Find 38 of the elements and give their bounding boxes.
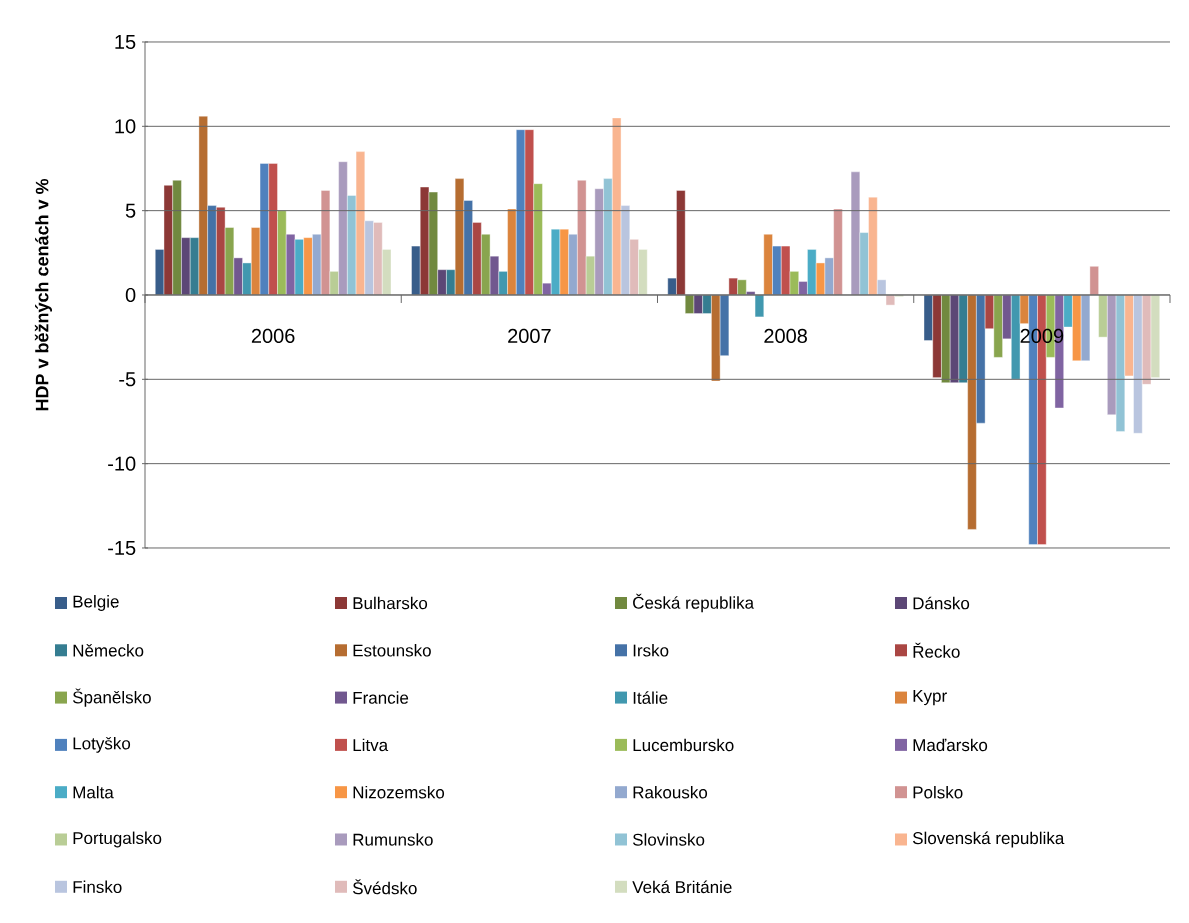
x-tick-label: 2008 [764,328,807,344]
legend-label: Estounsko [353,644,431,657]
y-tick-label: -10 [108,456,136,471]
legend-label: Finsko [73,880,122,894]
legend-label: Německo [73,644,144,657]
legend-label: Irsko [633,644,669,657]
legend-label: Slovenská republika [912,831,1065,848]
y-tick-label: -5 [119,372,136,387]
legend-label: Maďarsko [913,738,988,752]
legend-label: Portugalsko [73,831,162,848]
legend-label: Nizozemsko [353,785,445,799]
legend-label: Rakousko [633,785,708,799]
legend-label: Polsko [913,785,963,799]
legend-label: Rumunsko [353,833,433,846]
legend-label: Bulharsko [353,596,428,610]
legend-label: Kypr [913,689,947,706]
legend-label: Malta [73,785,114,799]
x-tick-label: 2007 [508,328,551,344]
legend-label: Itálie [633,691,668,704]
legend-label: Veká Británie [632,880,732,894]
legend-label: Česká republika [633,593,755,613]
legend-label: Belgie [73,595,119,611]
legend-label: Litva [353,738,389,752]
y-tick-label: 0 [125,287,136,303]
x-tick-label: 2006 [251,328,295,344]
legend-label: Francie [353,691,409,704]
y-tick-label: -15 [108,541,136,555]
legend-label: Slovinsko [632,833,705,846]
y-axis-title: HDP v běžných cenách v % [34,178,53,411]
y-tick-label: 5 [125,203,136,218]
legend-label: Lotyško [73,736,131,753]
y-tick-label: 10 [115,119,136,134]
legend-label: Řecko [913,642,960,658]
legend-label: Španělsko [72,688,151,707]
y-tick-label: 15 [115,35,136,49]
legend-label: Lucembursko [633,738,734,752]
legend-label: Švédsko [352,879,417,895]
legend-label: Dánsko [913,596,970,610]
